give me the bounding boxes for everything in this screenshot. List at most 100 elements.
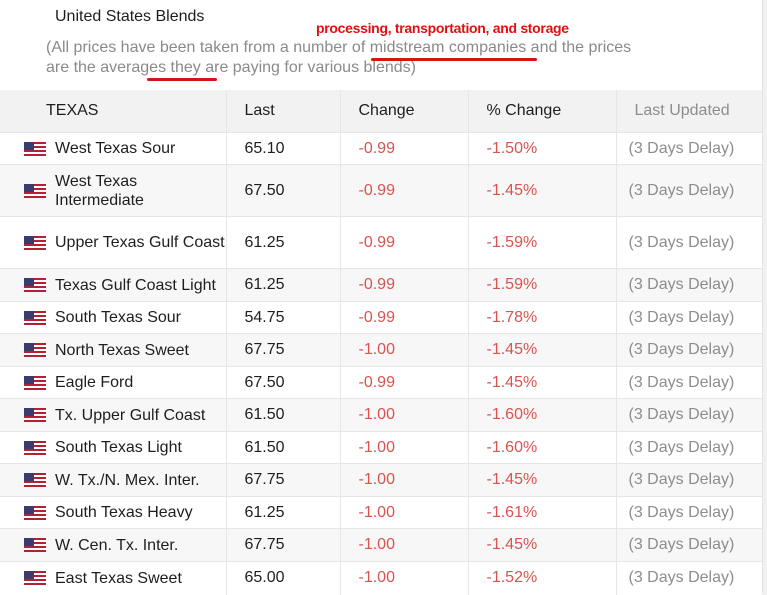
blend-name[interactable]: Eagle Ford [55, 374, 134, 391]
blend-name-cell[interactable]: West Texas Intermediate [0, 164, 227, 217]
blend-name-cell[interactable]: West Texas Sour [0, 132, 227, 165]
blend-name[interactable]: Texas Gulf Coast Light [55, 276, 216, 294]
blend-name[interactable]: Tx. Upper Gulf Coast [55, 406, 206, 424]
blend-name-cell[interactable]: Tx. Upper Gulf Coast [0, 398, 227, 432]
us-flag-icon [24, 538, 46, 552]
table-row[interactable]: West Texas Sour 65.10 -0.99 -1.50% (3 Days D… [0, 132, 762, 165]
last-updated-cell: (3 Days Delay) [616, 561, 762, 595]
last-price-cell: 61.50 [226, 398, 341, 432]
pct-change-cell: -1.60% [468, 398, 617, 432]
table-row[interactable]: W. Tx./N. Mex. Inter. 67.75 -1.00 -1.45% (3 … [0, 463, 762, 497]
last-updated-cell: (3 Days Delay) [616, 528, 762, 562]
column-header-change[interactable]: Change [340, 90, 469, 133]
us-flag-icon [24, 310, 46, 325]
last-price-cell: 61.25 [226, 216, 341, 269]
blend-name-cell[interactable]: W. Cen. Tx. Inter. [0, 528, 227, 562]
us-flag-icon [24, 278, 46, 292]
table-row[interactable]: Eagle Ford 67.50 -0.99 -1.45% (3 Days Delay) [0, 366, 762, 399]
table-row[interactable]: West Texas Intermediate 67.50 -0.99 -1.45%(… [0, 164, 762, 217]
blend-name-cell[interactable]: Upper Texas Gulf Coast [0, 216, 227, 269]
pct-change-cell: -1.60% [468, 431, 617, 464]
table-row[interactable]: Upper Texas Gulf Coast 61.25 -0.99 -1.59% (3… [0, 216, 762, 269]
last-updated-cell: (3 Days Delay) [616, 496, 762, 529]
change-cell: -0.99 [340, 366, 469, 399]
blend-name-cell[interactable]: East Texas Sweet [0, 561, 227, 595]
blend-name[interactable]: Upper Texas Gulf Coast [55, 234, 225, 251]
blend-name-cell[interactable]: Texas Gulf Coast Light [0, 268, 227, 302]
change-cell: -1.00 [340, 528, 469, 562]
pct-change-cell: -1.45% [468, 528, 617, 562]
change-cell: -1.00 [340, 496, 469, 529]
blend-name[interactable]: South Texas Sour [55, 309, 182, 326]
blend-name-cell[interactable]: North Texas Sweet [0, 333, 227, 367]
blend-name-cell[interactable]: South Texas Sour [0, 301, 227, 334]
blend-name[interactable]: West Texas Sour [55, 140, 176, 157]
table-row[interactable]: East Texas Sweet 65.00 -1.00 -1.52% (3 Days … [0, 561, 762, 595]
column-header-last[interactable]: Last [226, 90, 341, 133]
change-cell: -1.00 [340, 398, 469, 432]
last-price-cell: 67.75 [226, 528, 341, 562]
pct-change-cell: -1.59% [468, 216, 617, 269]
pct-change-cell: -1.61% [468, 496, 617, 529]
price-note: (All prices have been taken from a numbe… [46, 39, 632, 76]
blend-name[interactable]: South Texas Light [55, 439, 182, 456]
column-header-last-updated[interactable]: Last Updated [616, 90, 762, 133]
blend-name[interactable]: West Texas Intermediate [55, 172, 144, 209]
last-updated-cell: (3 Days Delay) [616, 164, 762, 217]
table-row[interactable]: South Texas Heavy 61.25 -1.00 -1.61% (3 Days… [0, 496, 762, 529]
us-flag-icon [24, 505, 46, 520]
last-updated-cell: (3 Days Delay) [616, 398, 762, 432]
last-price-cell: 65.10 [226, 132, 341, 165]
change-cell: -1.00 [340, 431, 469, 464]
blend-name-cell[interactable]: South Texas Heavy [0, 496, 227, 529]
last-updated-cell: (3 Days Delay) [616, 463, 762, 497]
table-row[interactable]: W. Cen. Tx. Inter. 67.75 -1.00 -1.45% (3 Day… [0, 528, 762, 562]
blends-table: TEXAS Last Change % Change Last Updated … [0, 90, 762, 595]
us-flag-icon [24, 440, 46, 455]
blend-name[interactable]: South Texas Heavy [55, 504, 193, 521]
last-updated-cell: (3 Days Delay) [616, 216, 762, 269]
pct-change-cell: -1.45% [468, 463, 617, 497]
table-header-row: TEXAS Last Change % Change Last Updated [0, 90, 762, 133]
table-row[interactable]: South Texas Light 61.50 -1.00 -1.60% (3 Days… [0, 431, 762, 464]
last-price-cell: 61.50 [226, 431, 341, 464]
column-header-texas[interactable]: TEXAS [0, 90, 227, 133]
change-cell: -0.99 [340, 132, 469, 165]
us-flag-icon [24, 408, 46, 422]
table-row[interactable]: North Texas Sweet 67.75 -1.00 -1.45% (3 Days… [0, 333, 762, 367]
us-flag-icon [24, 183, 46, 198]
blend-name[interactable]: East Texas Sweet [55, 569, 182, 587]
last-price-cell: 67.50 [226, 164, 341, 217]
pct-change-cell: -1.52% [468, 561, 617, 595]
column-header-pct-change[interactable]: % Change [468, 90, 617, 133]
blend-name-cell[interactable]: Eagle Ford [0, 366, 227, 399]
last-price-cell: 67.50 [226, 366, 341, 399]
blend-name-cell[interactable]: South Texas Light [0, 431, 227, 464]
us-flag-icon [24, 141, 46, 156]
blend-name-cell[interactable]: W. Tx./N. Mex. Inter. [0, 463, 227, 497]
last-updated-cell: (3 Days Delay) [616, 431, 762, 464]
us-flag-icon [24, 343, 46, 357]
last-price-cell: 65.00 [226, 561, 341, 595]
pct-change-cell: -1.45% [468, 164, 617, 217]
change-cell: -0.99 [340, 216, 469, 269]
us-flag-icon [24, 473, 46, 487]
last-price-cell: 61.25 [226, 496, 341, 529]
last-price-cell: 67.75 [226, 463, 341, 497]
last-updated-cell: (3 Days Delay) [616, 132, 762, 165]
us-flag-icon [24, 571, 46, 586]
last-price-cell: 54.75 [226, 301, 341, 334]
blend-name[interactable]: North Texas Sweet [55, 341, 189, 359]
pct-change-cell: -1.50% [468, 132, 617, 165]
table-row[interactable]: Tx. Upper Gulf Coast 61.50 -1.00 -1.60% (3 D… [0, 398, 762, 432]
change-cell: -1.00 [340, 463, 469, 497]
handwritten-annotation: processing, transportation, and storage [316, 20, 569, 36]
last-price-cell: 67.75 [226, 333, 341, 367]
us-flag-icon [24, 235, 46, 250]
table-row[interactable]: South Texas Sour 54.75 -0.99 -1.78% (3 Days … [0, 301, 762, 334]
blend-name[interactable]: W. Tx./N. Mex. Inter. [55, 471, 200, 489]
pct-change-cell: -1.45% [468, 366, 617, 399]
blend-name[interactable]: W. Cen. Tx. Inter. [55, 536, 179, 554]
table-row[interactable]: Texas Gulf Coast Light 61.25 -0.99 -1.59% (3… [0, 268, 762, 302]
